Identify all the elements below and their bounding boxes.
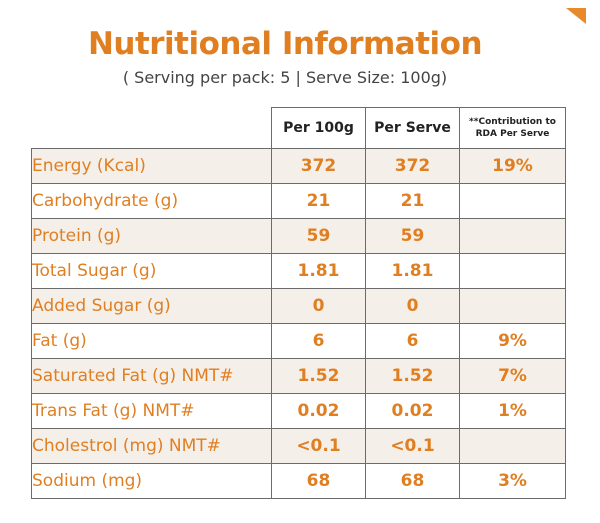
table-row: Carbohydrate (g) 21 21 bbox=[31, 183, 566, 219]
value-rda bbox=[459, 428, 566, 464]
value-per-100g: 0 bbox=[271, 288, 366, 324]
value-per-100g: 68 bbox=[271, 463, 366, 499]
value-per-serve: 21 bbox=[365, 183, 460, 219]
value-rda bbox=[459, 253, 566, 289]
value-rda: 9% bbox=[459, 323, 566, 359]
value-rda: 3% bbox=[459, 463, 566, 499]
value-rda: 1% bbox=[459, 393, 566, 429]
nutrient-name: Trans Fat (g) NMT# bbox=[31, 393, 272, 429]
value-per-100g: 1.81 bbox=[271, 253, 366, 289]
nutrient-name: Fat (g) bbox=[31, 323, 272, 359]
value-per-serve: 59 bbox=[365, 218, 460, 254]
value-per-100g: <0.1 bbox=[271, 428, 366, 464]
value-per-100g: 1.52 bbox=[271, 358, 366, 394]
table-row: Added Sugar (g) 0 0 bbox=[31, 288, 566, 324]
table-row: Trans Fat (g) NMT# 0.02 0.02 1% bbox=[31, 393, 566, 429]
corner-triangle-decoration bbox=[566, 8, 586, 24]
value-per-serve: 372 bbox=[365, 148, 460, 184]
table-row: Sodium (mg) 68 68 3% bbox=[31, 463, 566, 499]
value-rda: 7% bbox=[459, 358, 566, 394]
nutrient-name: Sodium (mg) bbox=[31, 463, 272, 499]
header-per-100g: Per 100g bbox=[271, 107, 366, 149]
header-rda: **Contribution to RDA Per Serve bbox=[459, 107, 566, 149]
value-per-serve: 0 bbox=[365, 288, 460, 324]
header-per-serve: Per Serve bbox=[365, 107, 460, 149]
nutrition-table: Per 100g Per Serve **Contribution to RDA… bbox=[31, 107, 566, 499]
value-per-serve: 6 bbox=[365, 323, 460, 359]
nutrient-name: Cholestrol (mg) NMT# bbox=[31, 428, 272, 464]
value-per-100g: 21 bbox=[271, 183, 366, 219]
value-per-100g: 6 bbox=[271, 323, 366, 359]
value-per-serve: 68 bbox=[365, 463, 460, 499]
nutrient-name: Saturated Fat (g) NMT# bbox=[31, 358, 272, 394]
value-rda: 19% bbox=[459, 148, 566, 184]
value-per-serve: 1.81 bbox=[365, 253, 460, 289]
nutrient-name: Total Sugar (g) bbox=[31, 253, 272, 289]
table-row: Fat (g) 6 6 9% bbox=[31, 323, 566, 359]
table-row: Total Sugar (g) 1.81 1.81 bbox=[31, 253, 566, 289]
value-rda bbox=[459, 288, 566, 324]
page-title: Nutritional Information bbox=[87, 26, 483, 62]
table-row: Protein (g) 59 59 bbox=[31, 218, 566, 254]
value-per-serve: 1.52 bbox=[365, 358, 460, 394]
nutrient-name: Carbohydrate (g) bbox=[31, 183, 272, 219]
value-per-100g: 0.02 bbox=[271, 393, 366, 429]
nutrient-name: Energy (Kcal) bbox=[31, 148, 272, 184]
table-header-row: Per 100g Per Serve **Contribution to RDA… bbox=[31, 107, 566, 149]
value-per-serve: 0.02 bbox=[365, 393, 460, 429]
value-per-serve: <0.1 bbox=[365, 428, 460, 464]
header-blank-cell bbox=[31, 107, 272, 149]
nutrient-name: Added Sugar (g) bbox=[31, 288, 272, 324]
table-row: Cholestrol (mg) NMT# <0.1 <0.1 bbox=[31, 428, 566, 464]
value-rda bbox=[459, 183, 566, 219]
table-row: Energy (Kcal) 372 372 19% bbox=[31, 148, 566, 184]
page-subtitle: ( Serving per pack: 5 | Serve Size: 100g… bbox=[122, 68, 448, 87]
value-per-100g: 59 bbox=[271, 218, 366, 254]
value-rda bbox=[459, 218, 566, 254]
table-row: Saturated Fat (g) NMT# 1.52 1.52 7% bbox=[31, 358, 566, 394]
value-per-100g: 372 bbox=[271, 148, 366, 184]
nutrient-name: Protein (g) bbox=[31, 218, 272, 254]
